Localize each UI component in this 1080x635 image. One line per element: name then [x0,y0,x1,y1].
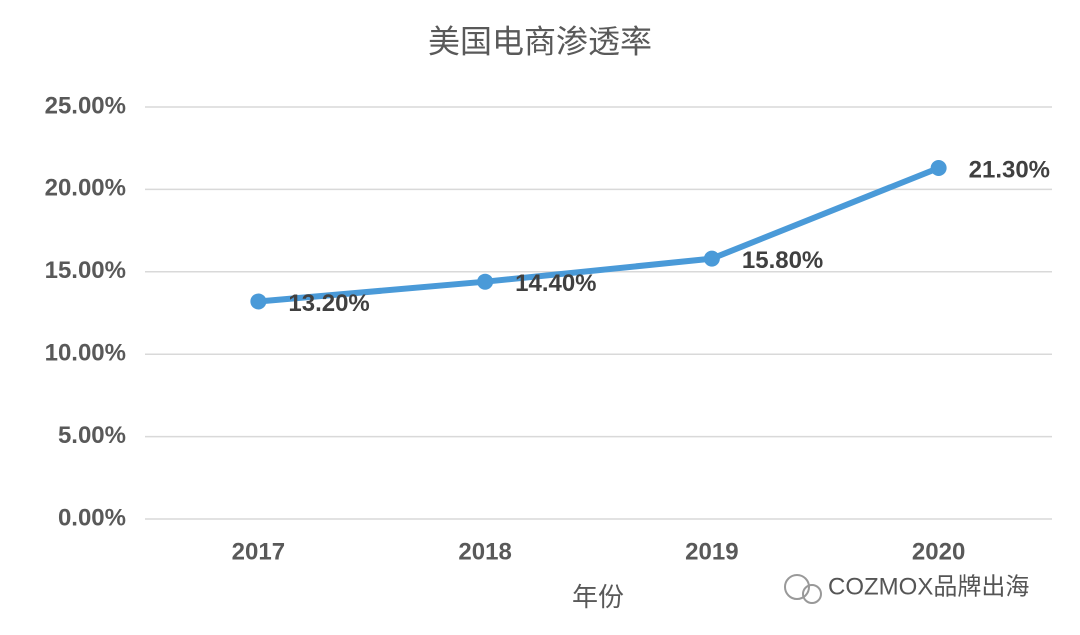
watermark: COZMOX品牌出海 [828,573,1029,600]
x-tick-label: 2018 [458,538,511,565]
data-label: 13.20% [288,290,369,317]
y-tick-label: 15.00% [45,257,126,284]
point [703,250,720,267]
watermark-icon [784,574,822,604]
x-tick-label: 2017 [232,538,285,565]
data-label: 21.30% [969,156,1050,183]
x-axis-label: 年份 [572,582,624,612]
x-tick-label: 2019 [685,538,738,565]
y-tick-label: 10.00% [45,340,126,367]
y-tick-label: 25.00% [45,92,126,119]
y-tick-label: 0.00% [58,504,126,531]
x-tick-label: 2020 [912,538,965,565]
point [477,273,494,290]
line [258,165,940,305]
y-tick-label: 20.00% [45,175,126,202]
point [250,293,267,310]
point [930,159,947,176]
y-tick-label: 5.00% [58,422,126,449]
data-label: 15.80% [742,247,823,274]
chart-title: 美国电商渗透率 [428,23,652,59]
data-label: 14.40% [515,270,596,297]
